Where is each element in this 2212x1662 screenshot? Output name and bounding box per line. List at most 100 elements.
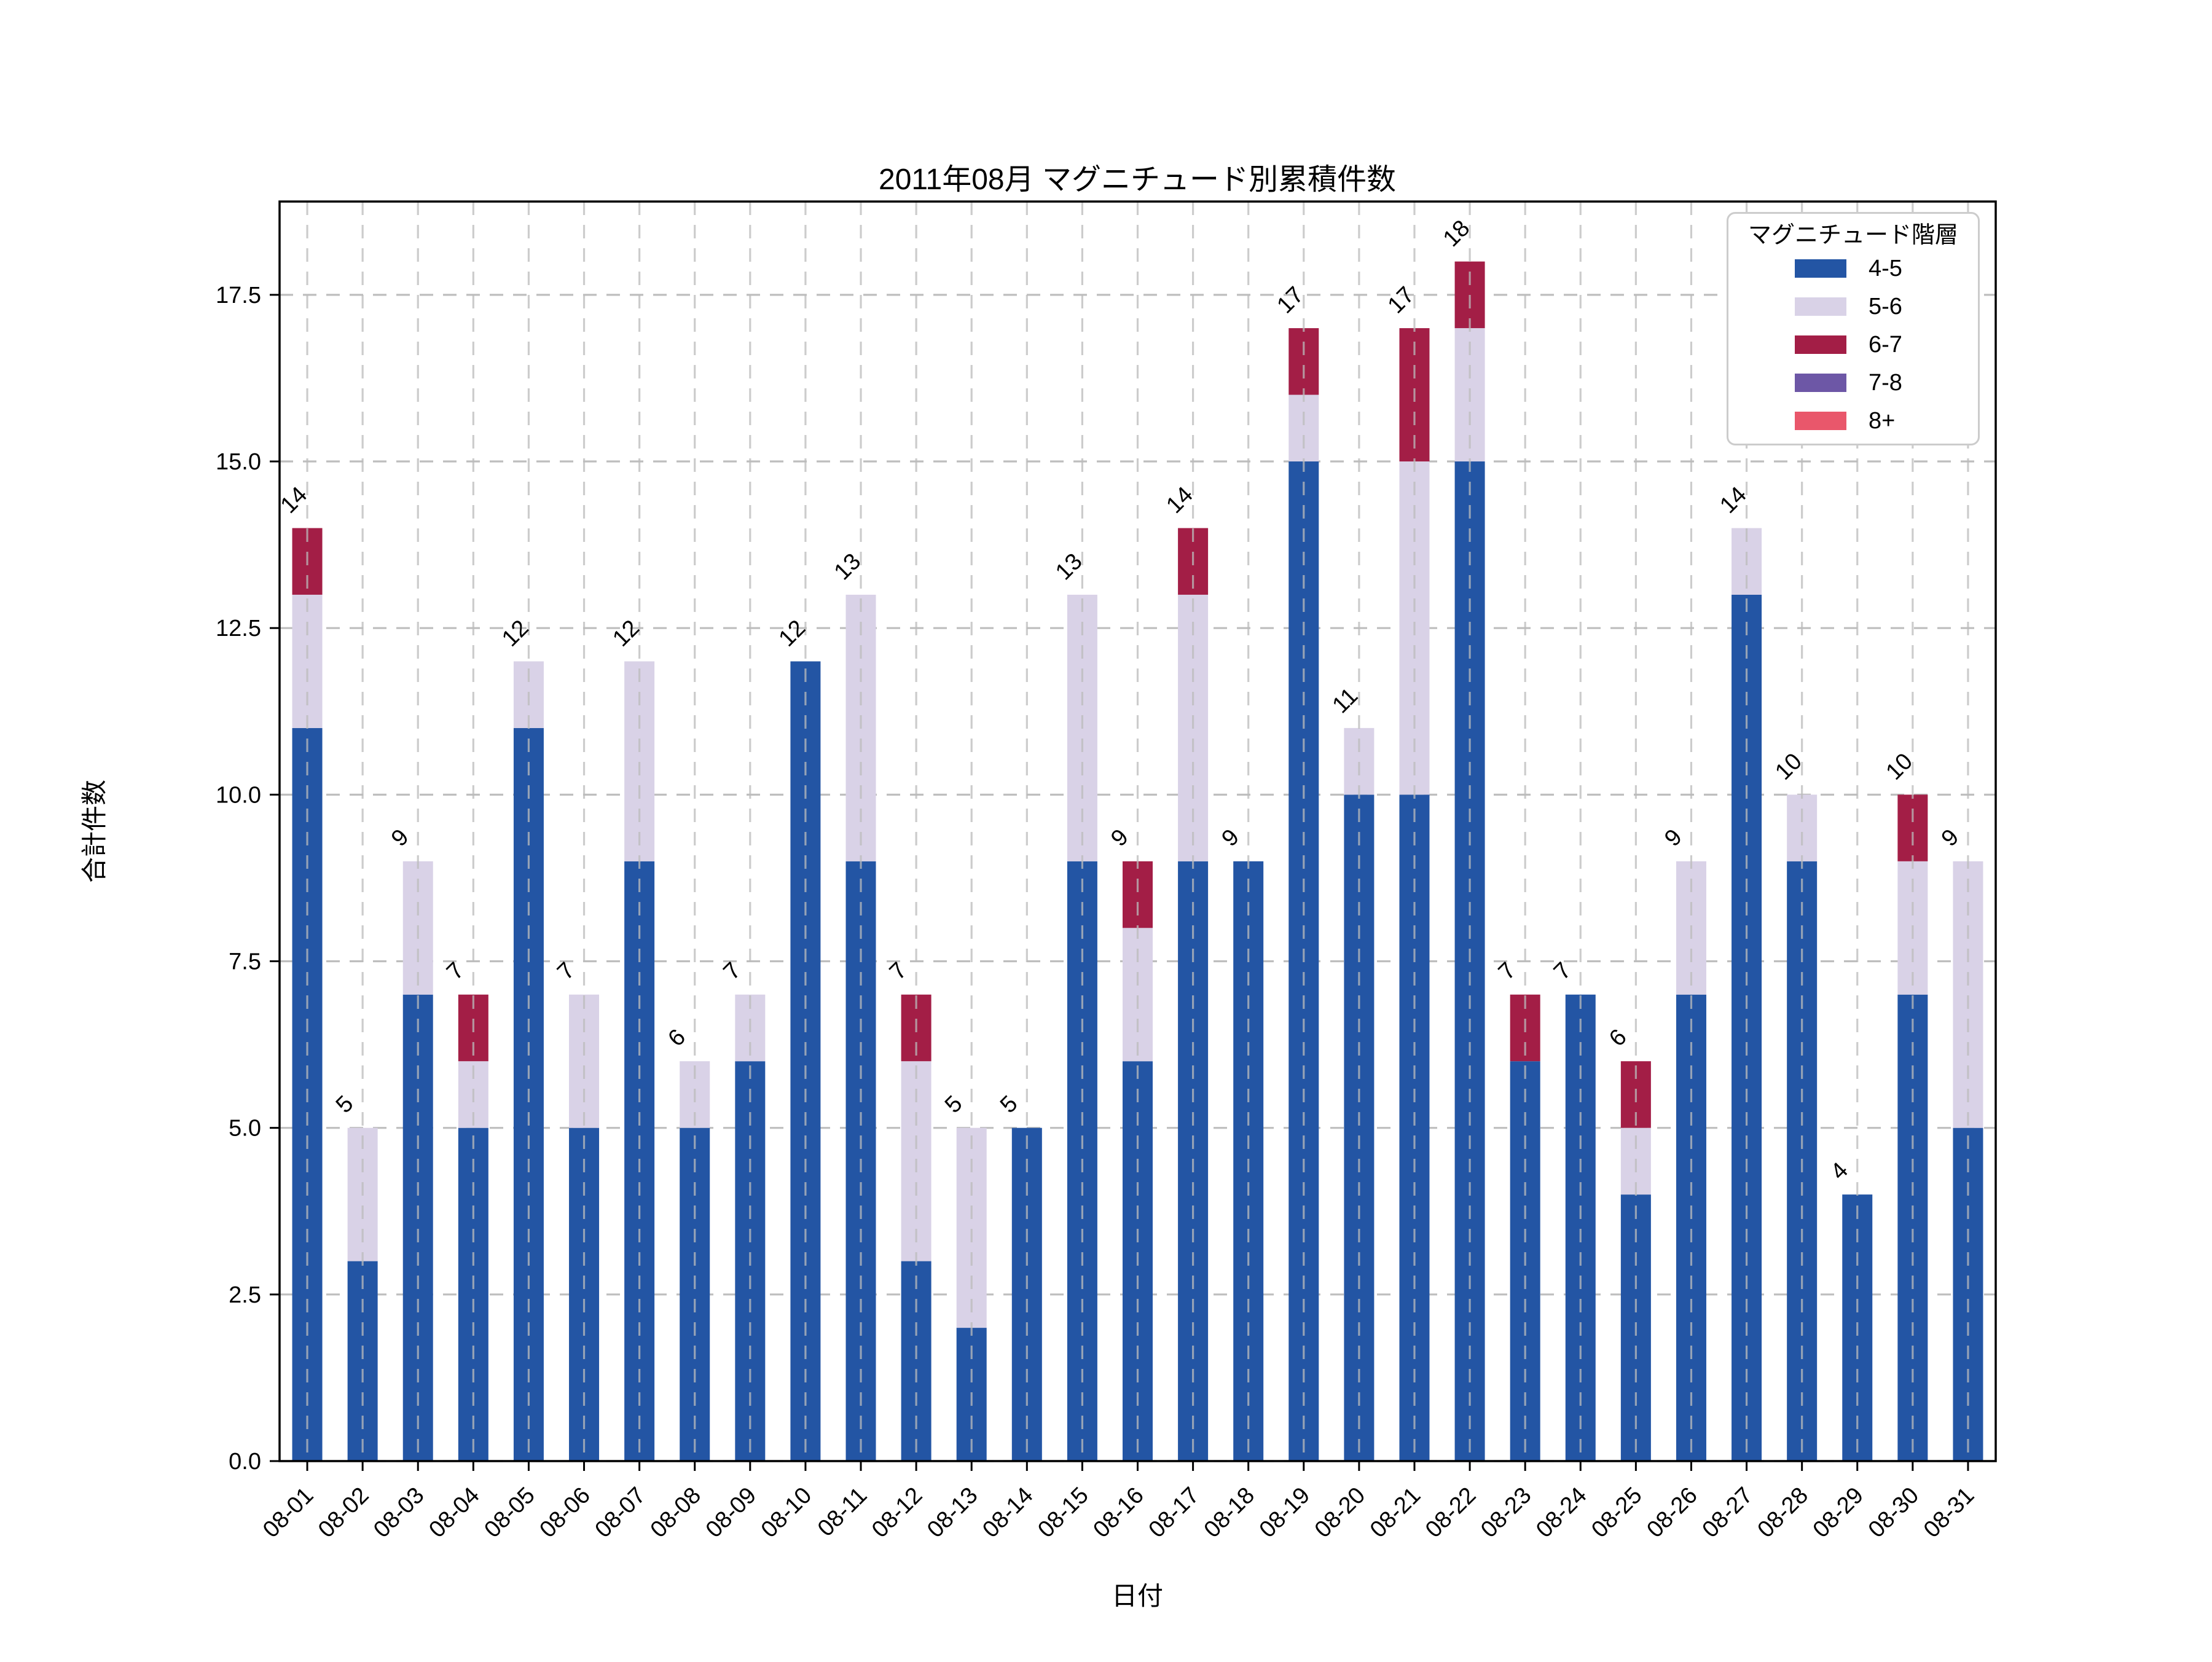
bar-segment-08-06-5-6 [569, 994, 600, 1128]
x-tick-label-08-01: 08-01 [258, 1483, 318, 1543]
x-tick-label-08-24: 08-24 [1531, 1483, 1591, 1543]
bar-total-label-08-21: 17 [1383, 282, 1420, 319]
bar-total-label-08-18: 9 [1217, 825, 1244, 852]
x-tick-labels: 08-0108-0208-0308-0408-0508-0608-0708-08… [258, 1483, 1979, 1543]
bar-total-label-08-31: 9 [1937, 825, 1964, 852]
bar-segment-08-16-6-7 [1123, 861, 1153, 928]
bar-segment-08-04-4-5 [458, 1127, 488, 1461]
x-tick-label-08-26: 08-26 [1642, 1483, 1702, 1543]
bar-segment-08-30-6-7 [1897, 794, 1928, 861]
bar-segment-08-20-5-6 [1344, 727, 1375, 795]
legend-item-6-7: 6-7 [1728, 326, 1978, 364]
x-tick-label-08-12: 08-12 [867, 1483, 927, 1543]
bar-total-label-08-30: 10 [1881, 748, 1918, 785]
legend-label-6-7: 6-7 [1869, 331, 1902, 358]
bar-segment-08-13-5-6 [956, 1127, 987, 1328]
x-tick-label-08-29: 08-29 [1808, 1483, 1869, 1543]
legend-swatch-4-5 [1795, 259, 1846, 278]
legend-items: 4-5 5-6 6-7 7-8 8+ [1728, 249, 1978, 440]
bar-segment-08-16-5-6 [1123, 928, 1153, 1062]
legend-swatch-7-8 [1795, 374, 1846, 392]
x-tick-label-08-03: 08-03 [369, 1483, 429, 1543]
legend-item-4-5: 4-5 [1728, 249, 1978, 288]
legend-item-5-6: 5-6 [1728, 288, 1978, 326]
y-tick-label-7.5: 7.5 [229, 949, 261, 975]
bar-total-label-08-26: 9 [1660, 825, 1687, 852]
bar-segment-08-22-6-7 [1454, 261, 1485, 329]
x-tick-label-08-27: 08-27 [1697, 1483, 1757, 1543]
y-axis-label: 合計件数 [80, 780, 109, 883]
bar-total-label-08-29: 4 [1826, 1158, 1853, 1185]
bar-segment-08-06-4-5 [569, 1127, 600, 1461]
bar-segment-08-28-5-6 [1787, 794, 1818, 861]
x-axis-label: 日付 [1112, 1582, 1163, 1610]
bar-total-label-08-28: 10 [1770, 748, 1807, 785]
legend-title: マグニチュード階層 [1747, 222, 1958, 248]
x-tick-label-08-30: 08-30 [1864, 1483, 1924, 1543]
x-tick-label-08-15: 08-15 [1033, 1483, 1093, 1543]
x-tick-label-08-16: 08-16 [1088, 1483, 1148, 1543]
legend-swatch-6-7 [1795, 335, 1846, 354]
x-tick-label-08-19: 08-19 [1255, 1483, 1315, 1543]
bar-total-label-08-03: 9 [386, 825, 414, 852]
x-tick-label-08-09: 08-09 [701, 1483, 761, 1543]
bar-segment-08-26-4-5 [1676, 994, 1706, 1461]
bar-total-label-08-08: 6 [663, 1024, 691, 1052]
bar-segment-08-12-4-5 [901, 1261, 931, 1461]
bar-segment-08-10-4-5 [790, 661, 821, 1461]
y-tick-label-10.0: 10.0 [216, 782, 261, 808]
axis-ticks [270, 294, 1969, 1471]
bar-segment-08-02-4-5 [347, 1261, 378, 1461]
legend-label-5-6: 5-6 [1869, 293, 1902, 319]
bar-segment-08-20-4-5 [1344, 794, 1375, 1461]
x-tick-label-08-08: 08-08 [646, 1483, 706, 1543]
bar-segment-08-08-4-5 [680, 1127, 710, 1461]
x-tick-label-08-18: 08-18 [1199, 1483, 1260, 1543]
legend: マグニチュード階層 4-5 5-6 6-7 7-8 8+ [1727, 212, 1980, 445]
legend-item-7-8: 7-8 [1728, 364, 1978, 402]
legend-label-7-8: 7-8 [1869, 369, 1902, 396]
legend-swatch-8+ [1795, 412, 1846, 430]
y-tick-label-2.5: 2.5 [229, 1282, 261, 1308]
x-tick-label-08-21: 08-21 [1365, 1483, 1426, 1543]
bar-total-label-08-22: 18 [1438, 215, 1475, 252]
horizontal-gridlines [280, 294, 1996, 1462]
bar-segment-08-03-4-5 [402, 994, 433, 1461]
bar-total-label-08-14: 5 [995, 1091, 1023, 1118]
legend-label-8+: 8+ [1869, 407, 1896, 434]
y-tick-label-15.0: 15.0 [216, 449, 261, 475]
x-tick-label-08-05: 08-05 [479, 1483, 539, 1543]
x-tick-label-08-07: 08-07 [590, 1483, 651, 1543]
y-tick-label-5.0: 5.0 [229, 1116, 261, 1142]
x-tick-label-08-02: 08-02 [313, 1483, 374, 1543]
bar-total-label-08-13: 5 [940, 1091, 968, 1118]
bar-segment-08-31-4-5 [1953, 1127, 1983, 1461]
bar-segment-08-01-5-6 [292, 594, 323, 728]
bar-segment-08-21-4-5 [1399, 794, 1430, 1461]
y-tick-label-0.0: 0.0 [229, 1449, 261, 1475]
legend-label-4-5: 4-5 [1869, 255, 1902, 281]
bar-total-label-08-19: 17 [1272, 282, 1309, 319]
bar-total-label-08-25: 6 [1604, 1024, 1632, 1052]
y-tick-label-17.5: 17.5 [216, 283, 261, 308]
y-tick-labels: 0.0 2.5 5.0 7.5 10.0 12.5 15.0 17.5 [216, 283, 261, 1475]
x-tick-label-08-14: 08-14 [978, 1483, 1038, 1543]
chart-title: 2011年08月 マグニチュード別累積件数 [879, 163, 1396, 196]
bar-segment-08-07-5-6 [624, 661, 655, 861]
bar-total-label-08-16: 9 [1106, 825, 1134, 852]
x-tick-label-08-06: 08-06 [535, 1483, 595, 1543]
bar-segment-08-14-4-5 [1011, 1127, 1042, 1461]
x-tick-label-08-31: 08-31 [1919, 1483, 1979, 1543]
legend-item-8+: 8+ [1728, 402, 1978, 440]
bar-total-label-08-02: 5 [331, 1091, 359, 1118]
x-tick-label-08-11: 08-11 [813, 1483, 872, 1542]
x-tick-label-08-20: 08-20 [1310, 1483, 1370, 1543]
bar-segment-08-24-4-5 [1565, 994, 1596, 1461]
bar-segment-08-19-6-7 [1288, 328, 1319, 395]
x-tick-label-08-17: 08-17 [1144, 1483, 1204, 1543]
x-tick-label-08-23: 08-23 [1476, 1483, 1536, 1543]
y-tick-label-12.5: 12.5 [216, 616, 261, 641]
bar-segment-08-30-4-5 [1897, 994, 1928, 1461]
